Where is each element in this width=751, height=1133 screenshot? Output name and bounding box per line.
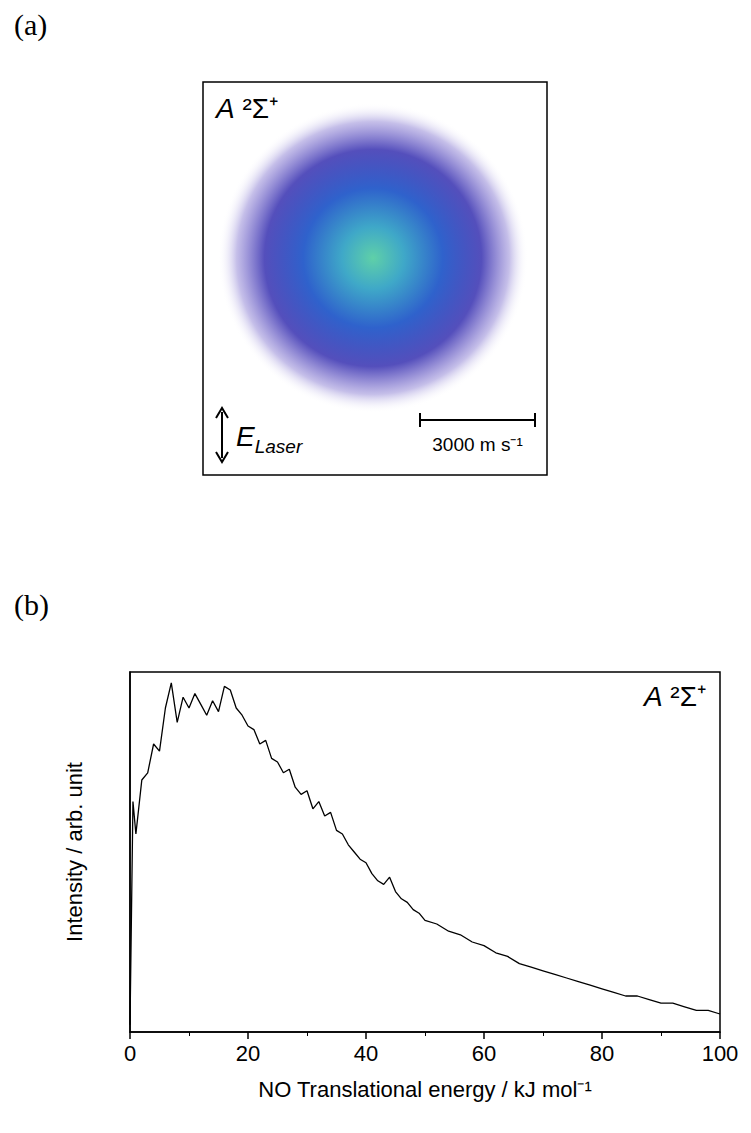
svg-text:²Σ⁺: ²Σ⁺	[663, 681, 706, 712]
svg-text:0: 0	[124, 1041, 136, 1066]
svg-text:100: 100	[702, 1041, 739, 1066]
svg-text:60: 60	[472, 1041, 496, 1066]
svg-text:ELaser: ELaser	[236, 421, 303, 457]
svg-text:A: A	[642, 681, 663, 712]
svg-text:3000 m s⁻¹: 3000 m s⁻¹	[432, 434, 522, 455]
svg-text:40: 40	[354, 1041, 378, 1066]
svg-text:NO Translational energy / kJ m: NO Translational energy / kJ mol⁻¹	[258, 1077, 591, 1102]
svg-text:Intensity / arb. unit: Intensity / arb. unit	[62, 762, 87, 942]
svg-text:A ²Σ⁺: A ²Σ⁺	[214, 93, 278, 124]
svg-text:20: 20	[236, 1041, 260, 1066]
svg-text:80: 80	[590, 1041, 614, 1066]
html-text:(b): (b)	[14, 588, 49, 621]
html-text:(a): (a)	[14, 8, 48, 41]
